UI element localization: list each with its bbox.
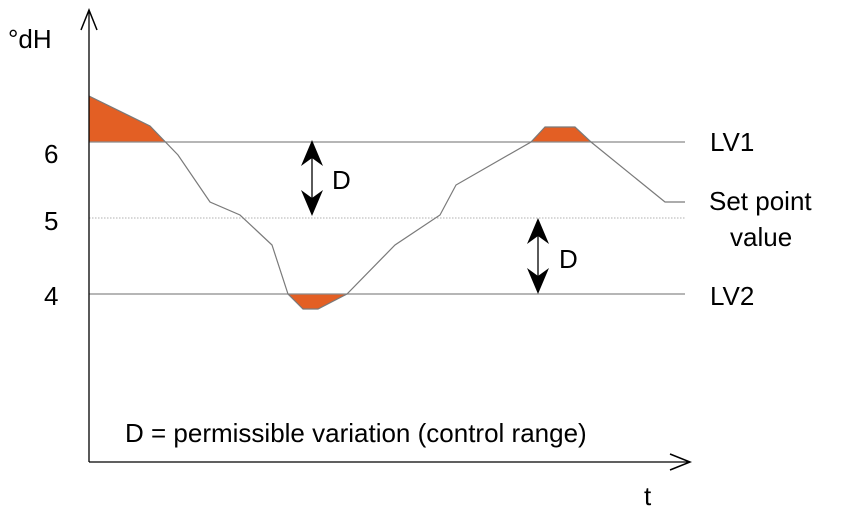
x-axis-label: t xyxy=(644,481,652,511)
hardness-curve xyxy=(88,95,685,310)
lv2-label: LV2 xyxy=(710,281,754,311)
lv1-label: LV1 xyxy=(710,127,754,157)
x-axis-arrowhead xyxy=(669,453,693,471)
range-arrow-upper xyxy=(301,140,323,216)
y-tick-6: 6 xyxy=(44,139,58,169)
y-axis-arrowhead xyxy=(80,7,98,31)
y-axis-unit: °dH xyxy=(8,24,52,54)
y-tick-4: 4 xyxy=(44,281,58,311)
setpoint-label-line1: Set point xyxy=(709,186,812,216)
exceedance-area-start xyxy=(89,96,165,142)
range-label-lower: D xyxy=(559,244,578,274)
y-tick-5: 5 xyxy=(44,206,58,236)
range-label-upper: D xyxy=(332,165,351,195)
setpoint-label-line2: value xyxy=(730,222,792,252)
exceedance-area-peak xyxy=(531,127,591,142)
range-arrow-lower xyxy=(527,218,549,294)
legend-text: D = permissible variation (control range… xyxy=(125,418,587,448)
undershoot-area-trough xyxy=(288,294,347,309)
